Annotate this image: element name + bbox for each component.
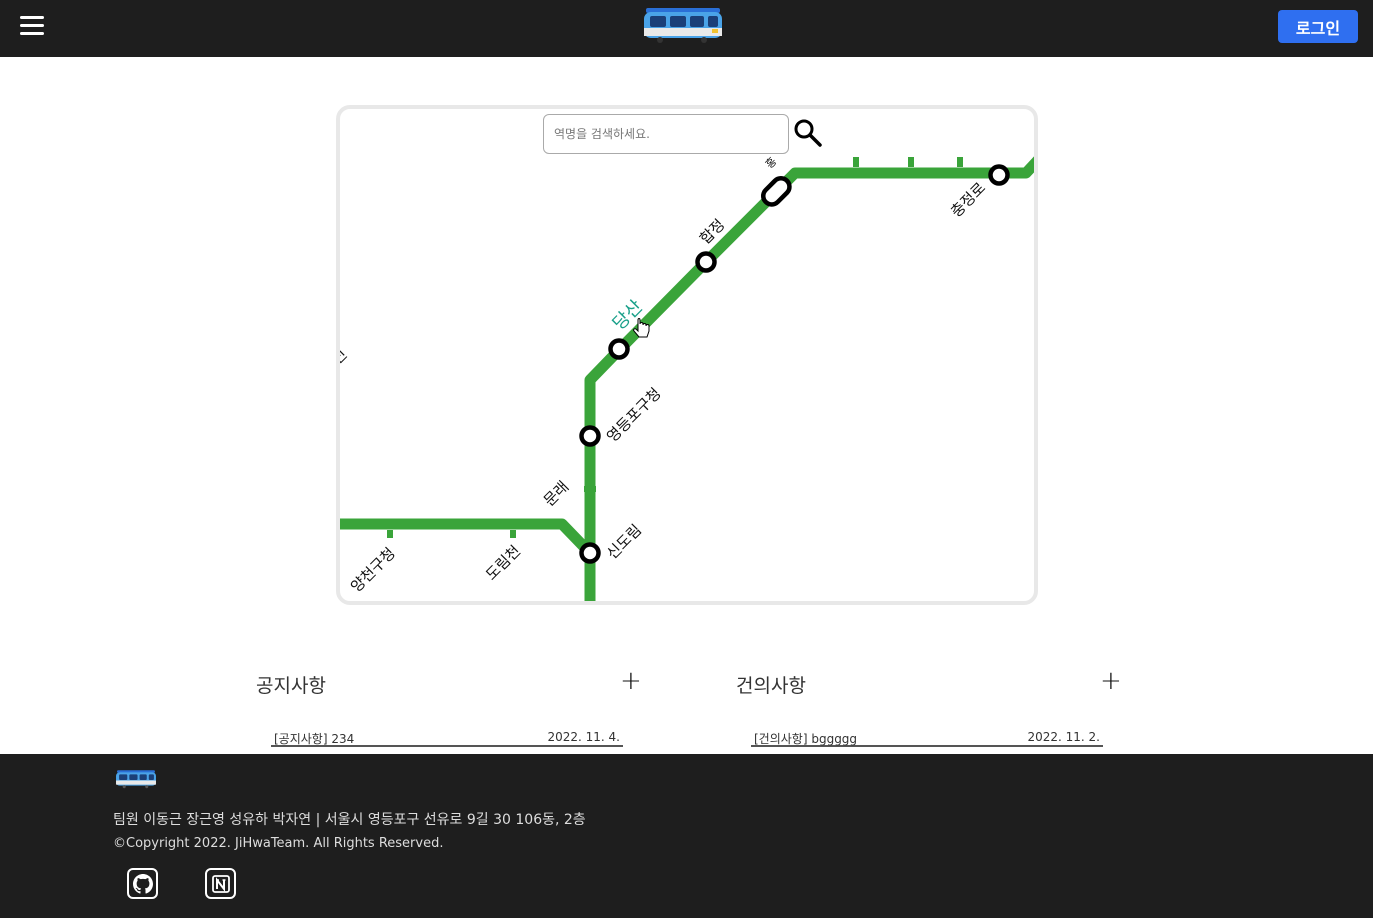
footer-team-info: 팀원 이동근 장근영 성유하 박자연 | 서울시 영등포구 선유로 9길 30 …	[113, 812, 586, 828]
hamburger-menu-icon[interactable]	[20, 16, 44, 38]
notice-row[interactable]: [공지사항] 234 2022. 11. 4.	[271, 729, 623, 747]
subway-map[interactable]: 합정 당산 충정로 영등포구청 문래 신도림 도림천 양천구청 신 홍	[336, 105, 1038, 605]
station-sindorim[interactable]	[579, 542, 601, 564]
station-chungjeongro[interactable]	[988, 164, 1010, 186]
notion-icon[interactable]	[205, 868, 236, 899]
label-sindorim[interactable]: 신도림	[603, 521, 645, 563]
footer-copyright: ©Copyright 2022. JiHwaTeam. All Rights R…	[113, 836, 444, 851]
label-yeongdeungpo-gucheong[interactable]: 영등포구청	[603, 384, 665, 446]
suggestion-row-title: [건의사항] bggggg	[754, 732, 858, 746]
label-yangcheon-gucheong[interactable]: 양천구청	[347, 544, 399, 596]
line-2-branch	[340, 518, 594, 557]
label-dorimcheon[interactable]: 도림천	[482, 542, 524, 584]
tram-icon[interactable]	[642, 6, 724, 44]
suggestion-more-button[interactable]: +	[1100, 666, 1122, 696]
search-icon[interactable]	[793, 118, 823, 148]
suggestion-title: 건의사항	[736, 675, 806, 697]
notice-row-date: 2022. 11. 4.	[547, 730, 620, 744]
github-icon[interactable]	[127, 868, 158, 899]
page-footer: 팀원 이동근 장근영 성유하 박자연 | 서울시 영등포구 선유로 9길 30 …	[0, 754, 1373, 918]
hand-cursor-icon	[633, 318, 650, 338]
station-yeongdeungpo-gucheong[interactable]	[579, 425, 601, 447]
notice-more-button[interactable]: +	[620, 666, 642, 696]
notice-row-title: [공지사항] 234	[274, 732, 355, 746]
tram-icon	[116, 770, 156, 789]
search-input[interactable]	[543, 114, 789, 154]
subway-map-canvas[interactable]: 합정 당산 충정로 영등포구청 문래 신도림 도림천 양천구청 신 홍	[336, 105, 1038, 605]
station-dangsan[interactable]	[608, 338, 630, 360]
label-chungjeongro[interactable]: 충정로	[947, 179, 989, 221]
station-search	[543, 114, 822, 154]
suggestion-row-date: 2022. 11. 2.	[1027, 730, 1100, 744]
login-button[interactable]: 로그인	[1278, 10, 1358, 43]
label-mullae[interactable]: 문래	[540, 478, 572, 510]
suggestion-row[interactable]: [건의사항] bggggg 2022. 11. 2.	[751, 729, 1103, 747]
label-partial-top[interactable]: 홍	[762, 154, 779, 171]
line-2-trunk	[584, 156, 1034, 601]
label-partial-left[interactable]: 신	[336, 345, 351, 367]
notice-title: 공지사항	[256, 675, 326, 697]
station-hongdae[interactable]	[760, 175, 793, 208]
top-header: 로그인	[0, 0, 1373, 57]
station-hapjeong[interactable]	[695, 251, 717, 273]
